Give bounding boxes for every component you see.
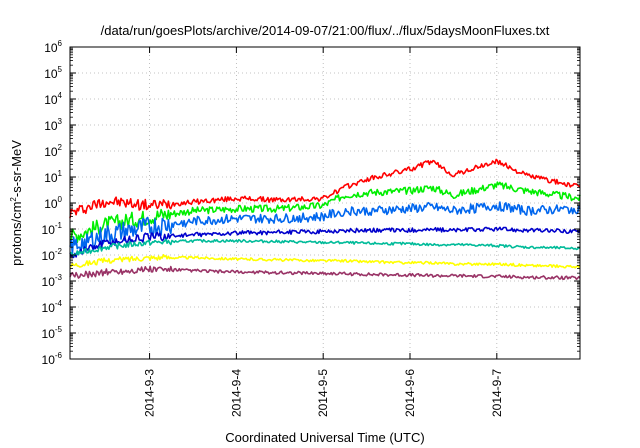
y-tick-label: 10-6 xyxy=(42,351,63,367)
series-group xyxy=(69,158,581,281)
y-axis-label: protons/cm2-s-sr-MeV xyxy=(9,140,24,266)
x-tick-label: 2014-9-5 xyxy=(316,369,330,417)
series-line-1 xyxy=(69,158,581,219)
x-tick-label: 2014-9-7 xyxy=(490,369,504,417)
y-tick-label: 105 xyxy=(44,65,62,81)
series-line-3 xyxy=(69,201,581,255)
x-tick-label: 2014-9-3 xyxy=(143,369,157,417)
y-tick-label: 10-4 xyxy=(42,299,63,315)
x-tick-label: 2014-9-4 xyxy=(229,369,243,417)
y-tick-label: 104 xyxy=(44,91,62,107)
y-tick-label: 103 xyxy=(44,117,62,133)
series-line-6 xyxy=(69,254,581,269)
series-line-5 xyxy=(69,238,581,257)
y-tick-label: 100 xyxy=(44,195,62,211)
y-axis-ticks: 10-6 10-5 10-4 10-3 10-2 10-1 100 101 102 103 104 1… xyxy=(42,39,580,367)
series-line-4 xyxy=(69,226,581,259)
y-tick-label: 10-1 xyxy=(42,221,63,237)
chart-title: /data/run/goesPlots/archive/2014-09-07/2… xyxy=(101,23,550,38)
y-tick-label: 106 xyxy=(44,39,62,55)
x-tick-label: 2014-9-6 xyxy=(403,369,417,417)
series-line-7 xyxy=(69,265,581,281)
y-tick-label: 10-5 xyxy=(42,325,63,341)
x-axis-label: Coordinated Universal Time (UTC) xyxy=(225,430,424,445)
y-tick-label: 101 xyxy=(44,169,62,185)
x-axis-ticks: 2014-9-3 2014-9-4 2014-9-5 2014-9-6 2014-9-7 xyxy=(143,47,504,417)
series-line-2 xyxy=(69,181,581,244)
y-tick-label: 102 xyxy=(44,143,62,159)
y-tick-label: 10-2 xyxy=(42,247,63,263)
y-tick-label: 10-3 xyxy=(42,273,63,289)
